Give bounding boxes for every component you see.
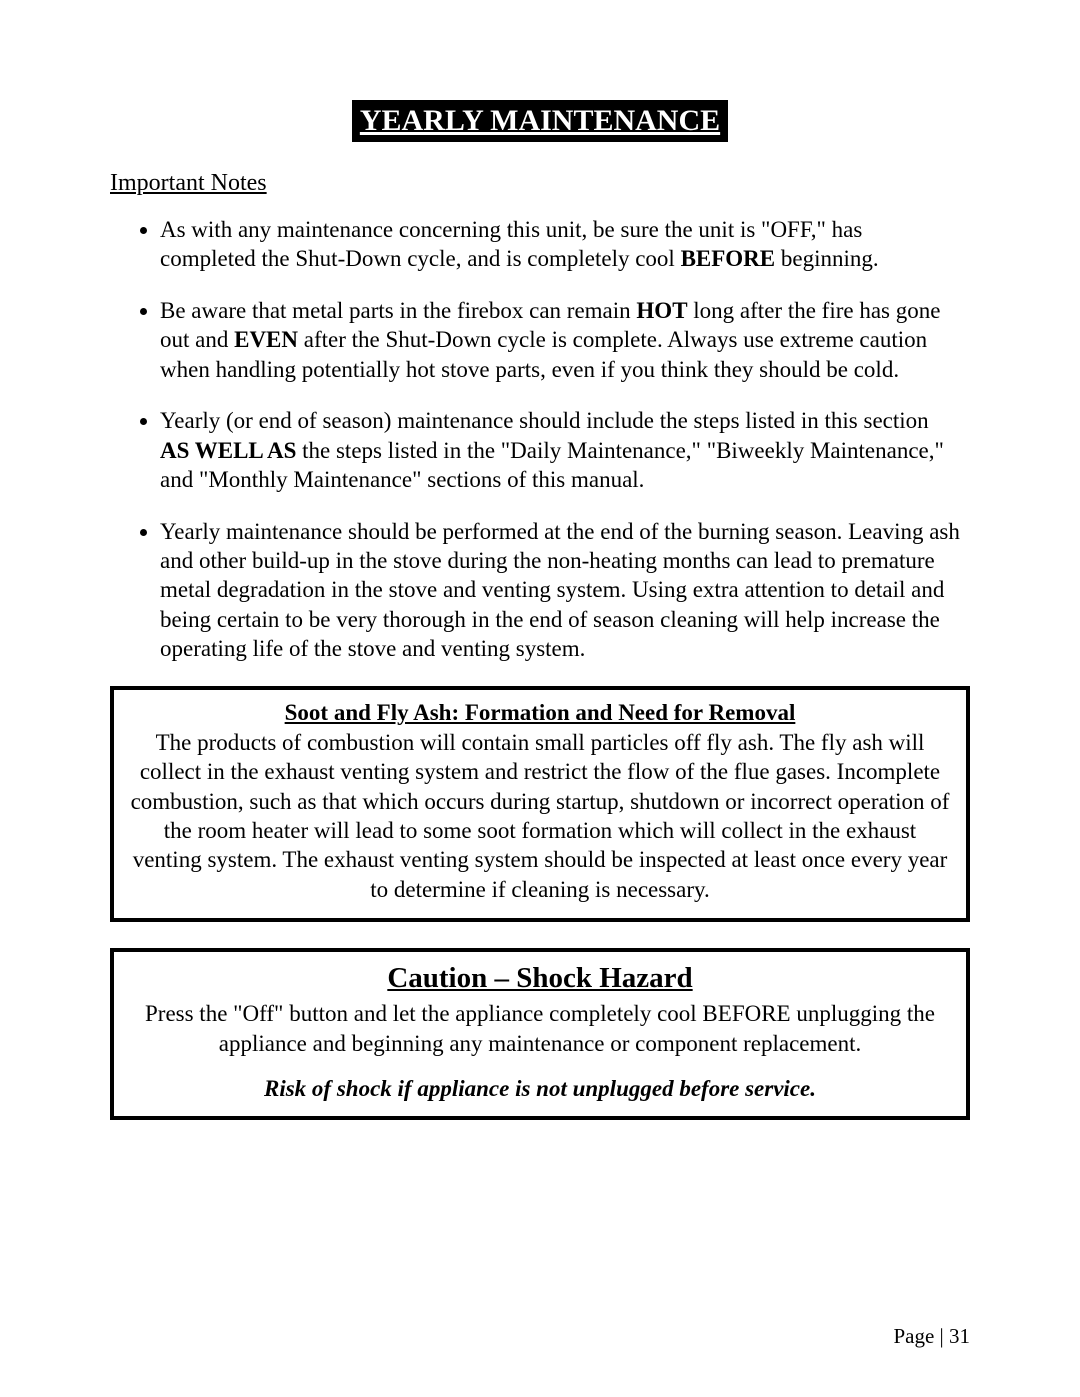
- soot-box-text: The products of combustion will contain …: [130, 728, 950, 905]
- page-number: Page | 31: [893, 1324, 970, 1349]
- text-bold: BEFORE: [681, 246, 776, 271]
- text-bold: EVEN: [234, 327, 298, 352]
- soot-box-title: Soot and Fly Ash: Formation and Need for…: [130, 700, 950, 726]
- list-item: Be aware that metal parts in the firebox…: [160, 296, 970, 384]
- soot-info-box: Soot and Fly Ash: Formation and Need for…: [110, 686, 970, 923]
- text: Yearly maintenance should be performed a…: [160, 519, 960, 662]
- page-title-wrap: YEARLY MAINTENANCE: [110, 100, 970, 142]
- page-title: YEARLY MAINTENANCE: [352, 100, 728, 142]
- important-notes-label: Important Notes: [110, 170, 970, 197]
- text: Yearly (or end of season) maintenance sh…: [160, 408, 929, 433]
- list-item: As with any maintenance concerning this …: [160, 215, 970, 274]
- text-bold: AS WELL AS: [160, 438, 296, 463]
- caution-text: Press the "Off" button and let the appli…: [130, 999, 950, 1058]
- text: Be aware that metal parts in the firebox…: [160, 298, 636, 323]
- text-bold: HOT: [636, 298, 687, 323]
- notes-list: As with any maintenance concerning this …: [160, 215, 970, 664]
- document-page: YEARLY MAINTENANCE Important Notes As wi…: [0, 0, 1080, 1397]
- list-item: Yearly (or end of season) maintenance sh…: [160, 406, 970, 494]
- caution-risk-text: Risk of shock if appliance is not unplug…: [130, 1076, 950, 1102]
- caution-title: Caution – Shock Hazard: [130, 962, 950, 995]
- list-item: Yearly maintenance should be performed a…: [160, 517, 970, 664]
- text: beginning.: [775, 246, 879, 271]
- caution-box: Caution – Shock Hazard Press the "Off" b…: [110, 948, 970, 1120]
